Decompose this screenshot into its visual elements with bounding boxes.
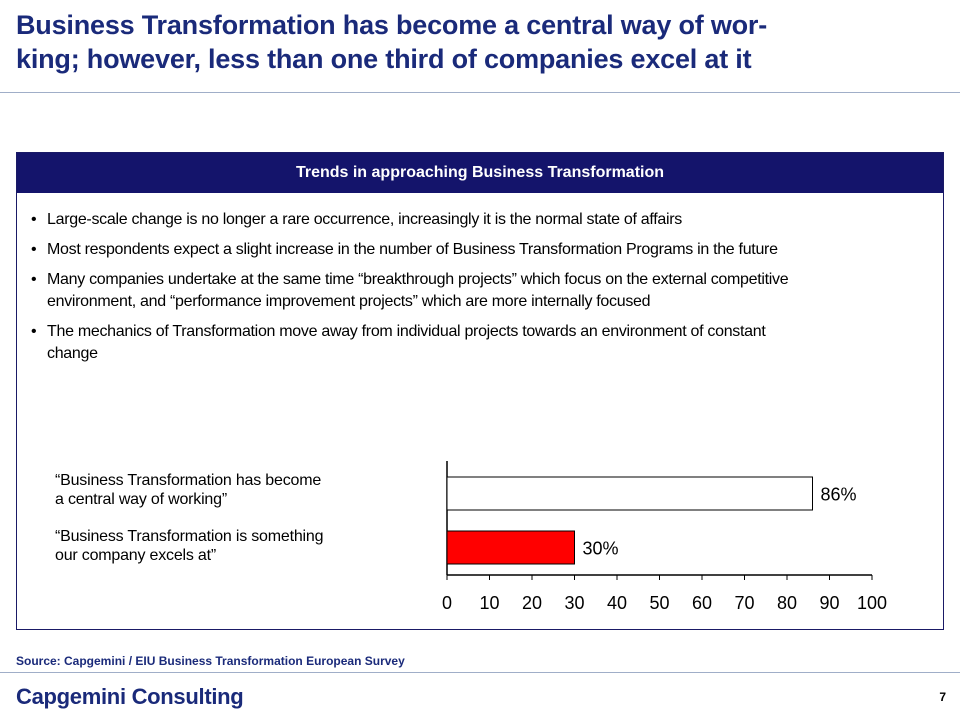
page-title: Business Transformation has become a cen… — [16, 8, 946, 76]
x-tick-label-80: 80 — [777, 593, 797, 613]
panel-header: Trends in approaching Business Transform… — [17, 153, 943, 193]
page-title-line-2: king; however, less than one third of co… — [16, 44, 752, 74]
quote-excels-at-line-1: “Business Transformation is something — [55, 528, 324, 545]
x-tick-label-10: 10 — [479, 593, 499, 613]
data-label-2: 30% — [583, 539, 619, 559]
x-tick-label-50: 50 — [649, 593, 669, 613]
source-note: Source: Capgemini / EIU Business Transfo… — [16, 654, 405, 668]
bullet-item-2: Most respondents expect a slight increas… — [29, 239, 789, 261]
quote-central-way-line-1: “Business Transformation has become — [55, 472, 322, 489]
x-tick-label-40: 40 — [607, 593, 627, 613]
x-tick-label-20: 20 — [522, 593, 542, 613]
x-tick-label-0: 0 — [442, 593, 452, 613]
quote-excels-at: “Business Transformation is something ou… — [55, 527, 323, 565]
data-label-1: 86% — [821, 485, 857, 505]
trends-panel: Trends in approaching Business Transform… — [16, 152, 944, 630]
bar-1 — [446, 476, 813, 511]
bullet-item-3: Many companies undertake at the same tim… — [29, 269, 789, 313]
x-tick-label-60: 60 — [692, 593, 712, 613]
x-tick-label-90: 90 — [819, 593, 839, 613]
quote-excels-at-line-2: our company excels at” — [55, 547, 217, 564]
quote-central-way: “Business Transformation has become a ce… — [55, 471, 321, 509]
x-tick-label-30: 30 — [564, 593, 584, 613]
bar-2 — [446, 530, 575, 565]
quote-central-way-line-2: a central way of working” — [55, 491, 227, 508]
page-number: 7 — [939, 690, 946, 704]
bullet-item-4: The mechanics of Transformation move awa… — [29, 321, 789, 365]
footer-divider — [0, 672, 960, 673]
page-title-line-1: Business Transformation has become a cen… — [16, 10, 768, 40]
title-divider — [0, 92, 960, 93]
bullet-list: Large-scale change is no longer a rare o… — [29, 209, 789, 373]
capgemini-consulting-logo: Capgemini Consulting — [16, 684, 244, 709]
survey-bar-chart: 0 10 20 30 40 50 60 70 80 90 100 86% 30% — [442, 461, 887, 613]
x-tick-label-100: 100 — [857, 593, 887, 613]
bullet-item-1: Large-scale change is no longer a rare o… — [29, 209, 789, 231]
x-tick-label-70: 70 — [734, 593, 754, 613]
